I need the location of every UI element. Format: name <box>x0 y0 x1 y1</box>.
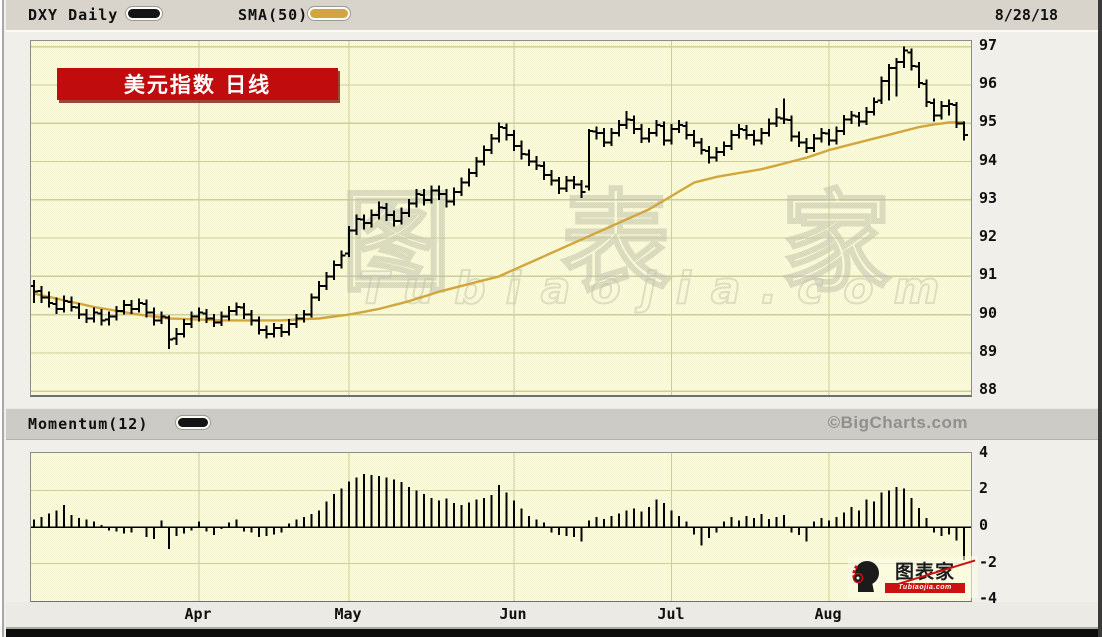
title-banner-text: 美元指数 日线 <box>123 73 272 97</box>
price-tick-88: 88 <box>979 380 998 398</box>
momentum-swatch-icon <box>178 418 208 427</box>
price-tick-94: 94 <box>979 151 998 169</box>
chart-date: 8/28/18 <box>994 6 1058 24</box>
price-tick-95: 95 <box>979 112 998 130</box>
title-banner: 美元指数 日线 <box>57 68 338 100</box>
momentum-tick-4: 4 <box>979 443 989 461</box>
momentum-tick-0: 0 <box>979 516 989 534</box>
momentum-header-bar: Momentum(12) ©BigCharts.com <box>0 408 1102 440</box>
x-axis-label-may: May <box>334 605 362 623</box>
logo-head-icon <box>848 558 882 596</box>
momentum-tick-2: 2 <box>979 479 989 497</box>
momentum-plot-canvas <box>31 453 971 601</box>
logo-text: 图表家 <box>892 558 976 587</box>
legend-bar: DXY Daily SMA(50) 8/28/18 <box>0 0 1102 32</box>
momentum-tick--2: -2 <box>979 553 998 571</box>
dxy-line-swatch-icon <box>128 9 160 18</box>
window-edge-left <box>0 0 6 637</box>
logo-ribbon: Tubiaojia.com <box>885 582 965 593</box>
tubiaojia-logo: 图表家 Tubiaojia.com <box>848 556 978 598</box>
bottom-black-strip <box>0 629 1102 637</box>
month-axis-bar: Apr May Jun Jul Aug <box>0 602 1102 629</box>
price-tick-89: 89 <box>979 342 998 360</box>
x-axis-label-aug: Aug <box>814 605 842 623</box>
price-tick-91: 91 <box>979 265 998 283</box>
bigcharts-copyright: ©BigCharts.com <box>827 413 968 432</box>
x-axis-label-jul: Jul <box>657 605 685 623</box>
momentum-tick--4: -4 <box>979 589 998 607</box>
x-axis-label-jun: Jun <box>499 605 527 623</box>
series-sma-label: SMA(50) <box>238 6 309 24</box>
logo-url-text: Tubiaojia.com <box>898 584 952 591</box>
momentum-label: Momentum(12) <box>28 415 149 433</box>
price-tick-93: 93 <box>979 189 998 207</box>
x-axis-label-apr: Apr <box>184 605 212 623</box>
window-edge-right <box>1098 0 1102 637</box>
momentum-plot <box>30 452 972 603</box>
sma-line-swatch-icon <box>310 9 348 18</box>
series-dxy-label: DXY Daily <box>28 6 119 24</box>
price-tick-97: 97 <box>979 36 998 54</box>
price-tick-92: 92 <box>979 227 998 245</box>
price-tick-96: 96 <box>979 74 998 92</box>
price-tick-90: 90 <box>979 304 998 322</box>
